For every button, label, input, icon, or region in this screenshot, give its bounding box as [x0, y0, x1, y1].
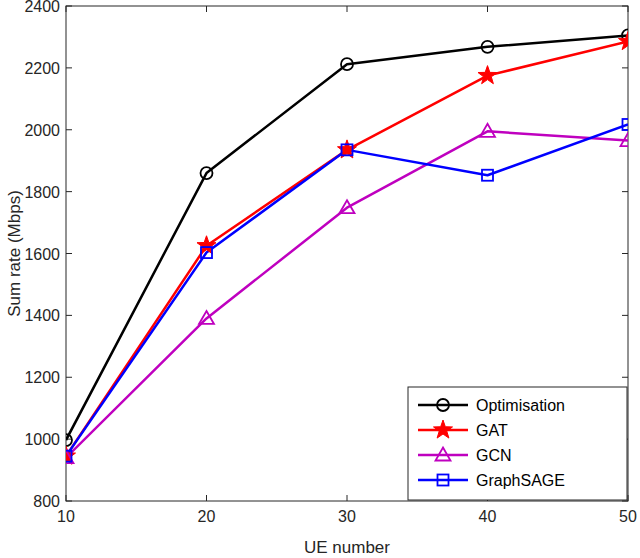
plot-bg: [66, 6, 628, 501]
legend-marker: [436, 448, 451, 461]
series-line: [66, 131, 628, 457]
point: [66, 434, 72, 446]
x-tick: [206, 495, 207, 501]
point: [618, 32, 628, 50]
x-tick-top: [347, 6, 348, 12]
legend: Optimisation GAT GCN GraphSAGE: [408, 387, 627, 500]
y-tick-label: 2400: [24, 0, 60, 15]
x-tick-top: [206, 6, 207, 12]
x-tick-label: 20: [198, 508, 216, 525]
y-tick-right: [622, 253, 628, 254]
y-tick-right: [622, 377, 628, 378]
y-tick-label: 1800: [24, 184, 60, 201]
series-line: [66, 124, 628, 456]
x-tick-label: 40: [479, 508, 497, 525]
legend-line: [418, 454, 468, 457]
legend-label: Optimisation: [476, 397, 565, 414]
chart: 10 20 30 40 50 800 1000 1200 1400 1600 1800 2000 220…: [0, 0, 640, 558]
y-tick-label: 2000: [24, 122, 60, 139]
point: [197, 236, 216, 254]
point: [341, 58, 353, 70]
x-tick: [347, 495, 348, 501]
point: [199, 311, 214, 324]
point: [66, 451, 72, 462]
legend-marker: [438, 475, 449, 486]
y-tick-label: 800: [33, 493, 60, 510]
point: [478, 66, 497, 84]
point: [66, 446, 76, 464]
legend-line: [418, 479, 468, 482]
x-tick-top: [487, 6, 488, 12]
point: [482, 41, 494, 53]
legend-label: GCN: [476, 447, 512, 464]
x-tick-label: 50: [619, 508, 637, 525]
legend-line: [418, 404, 468, 407]
legend-box: [408, 387, 627, 500]
y-tick: [66, 67, 72, 68]
legend-marker: [433, 420, 452, 438]
legend-marker: [437, 399, 449, 411]
y-tick: [66, 191, 72, 192]
point: [623, 119, 629, 130]
legend-label: GraphSAGE: [476, 472, 565, 489]
y-tick-right: [622, 191, 628, 192]
y-tick-label: 1000: [24, 431, 60, 448]
point: [66, 450, 74, 463]
point: [480, 124, 495, 137]
plot-frame: [66, 6, 628, 501]
series-line: [66, 35, 628, 440]
y-tick-right: [622, 67, 628, 68]
point: [342, 144, 353, 155]
point: [201, 167, 213, 179]
point: [201, 247, 212, 258]
x-tick-label: 10: [57, 508, 75, 525]
y-tick: [66, 129, 72, 130]
point: [340, 200, 355, 213]
y-tick: [66, 253, 72, 254]
y-tick-right: [622, 315, 628, 316]
y-tick-label: 2200: [24, 60, 60, 77]
x-axis-label: UE number: [304, 538, 390, 557]
point: [621, 133, 629, 146]
y-axis-label: Sum rate (Mbps): [5, 190, 24, 317]
point: [482, 170, 493, 181]
y-tick: [66, 315, 72, 316]
y-tick-label: 1200: [24, 369, 60, 386]
point: [337, 140, 356, 158]
y-tick-label: 1600: [24, 246, 60, 263]
legend-label: GAT: [476, 422, 508, 439]
y-tick: [66, 377, 72, 378]
y-tick-label: 1400: [24, 307, 60, 324]
x-tick-label: 30: [338, 508, 356, 525]
plot-area: [66, 29, 628, 464]
